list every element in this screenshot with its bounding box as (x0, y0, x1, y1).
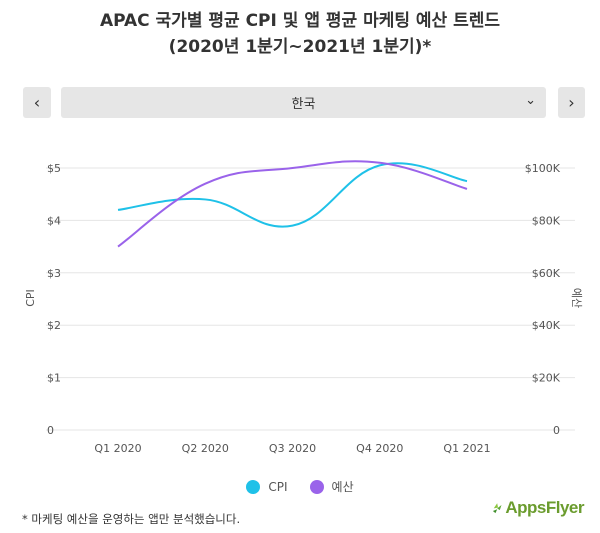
y-left-axis-title: CPI (24, 289, 37, 307)
legend-label-cpi: CPI (268, 479, 288, 494)
x-tick-label: Q1 2021 (443, 442, 490, 455)
y-right-tick-label: $60K (532, 267, 561, 280)
chevron-down-icon: ⌄ (525, 93, 536, 108)
chart-title: APAC 국가별 평균 CPI 및 앱 평균 마케팅 예산 트렌드 (2020년… (0, 8, 600, 60)
x-tick-label: Q1 2020 (94, 442, 141, 455)
y-left-tick-label: $5 (47, 162, 61, 175)
y-left-tick-label: $4 (47, 214, 61, 227)
legend: CPI 예산 (0, 478, 600, 495)
title-line-1: APAC 국가별 평균 CPI 및 앱 평균 마케팅 예산 트렌드 (99, 11, 501, 31)
y-right-tick-label: $40K (532, 319, 561, 332)
chevron-right-icon: › (568, 93, 575, 112)
country-dropdown-value: 한국 (291, 97, 316, 112)
x-tick-label: Q2 2020 (182, 442, 229, 455)
series-line-budget (117, 160, 468, 248)
title-line-2: (2020년 1분기~2021년 1분기)* (168, 37, 432, 57)
footnote: * 마케팅 예산을 운영하는 앱만 분석했습니다. (22, 512, 241, 526)
next-button[interactable]: › (558, 87, 585, 118)
prev-button[interactable]: ‹ (23, 87, 51, 118)
y-right-axis-title: 예산 (570, 288, 583, 308)
y-left-tick-label: $2 (47, 319, 61, 332)
line-chart: 0 0 $1 $20K $2 $40K $3 $60K $4 $80K $5 $100K CPI 예산 Q1… (24, 160, 583, 455)
y-right-tick-label: 0 (553, 424, 560, 437)
x-tick-label: Q4 2020 (356, 442, 403, 455)
y-left-tick-label: 0 (47, 424, 54, 437)
legend-item-budget[interactable]: 예산 (309, 478, 354, 495)
chevron-left-icon: ‹ (33, 93, 41, 112)
y-left-tick-label: $3 (47, 267, 61, 280)
y-right-tick-label: $80K (532, 214, 561, 227)
y-right-tick-label: $100K (525, 162, 561, 175)
x-tick-label: Q3 2020 (269, 442, 316, 455)
legend-item-cpi[interactable]: CPI (246, 478, 288, 495)
appsflyer-logo-text: AppsFlyer (505, 498, 584, 517)
appsflyer-logo: AppsFlyer (492, 494, 584, 522)
legend-swatch-budget (309, 479, 324, 494)
legend-swatch-cpi (246, 479, 261, 494)
y-right-tick-label: $20K (532, 372, 561, 385)
country-dropdown[interactable]: 한국 ⌄ (61, 87, 546, 118)
y-left-tick-label: $1 (47, 372, 61, 385)
appsflyer-logo-icon (492, 503, 502, 514)
legend-label-budget: 예산 (331, 480, 354, 494)
series-line-cpi (117, 162, 468, 228)
